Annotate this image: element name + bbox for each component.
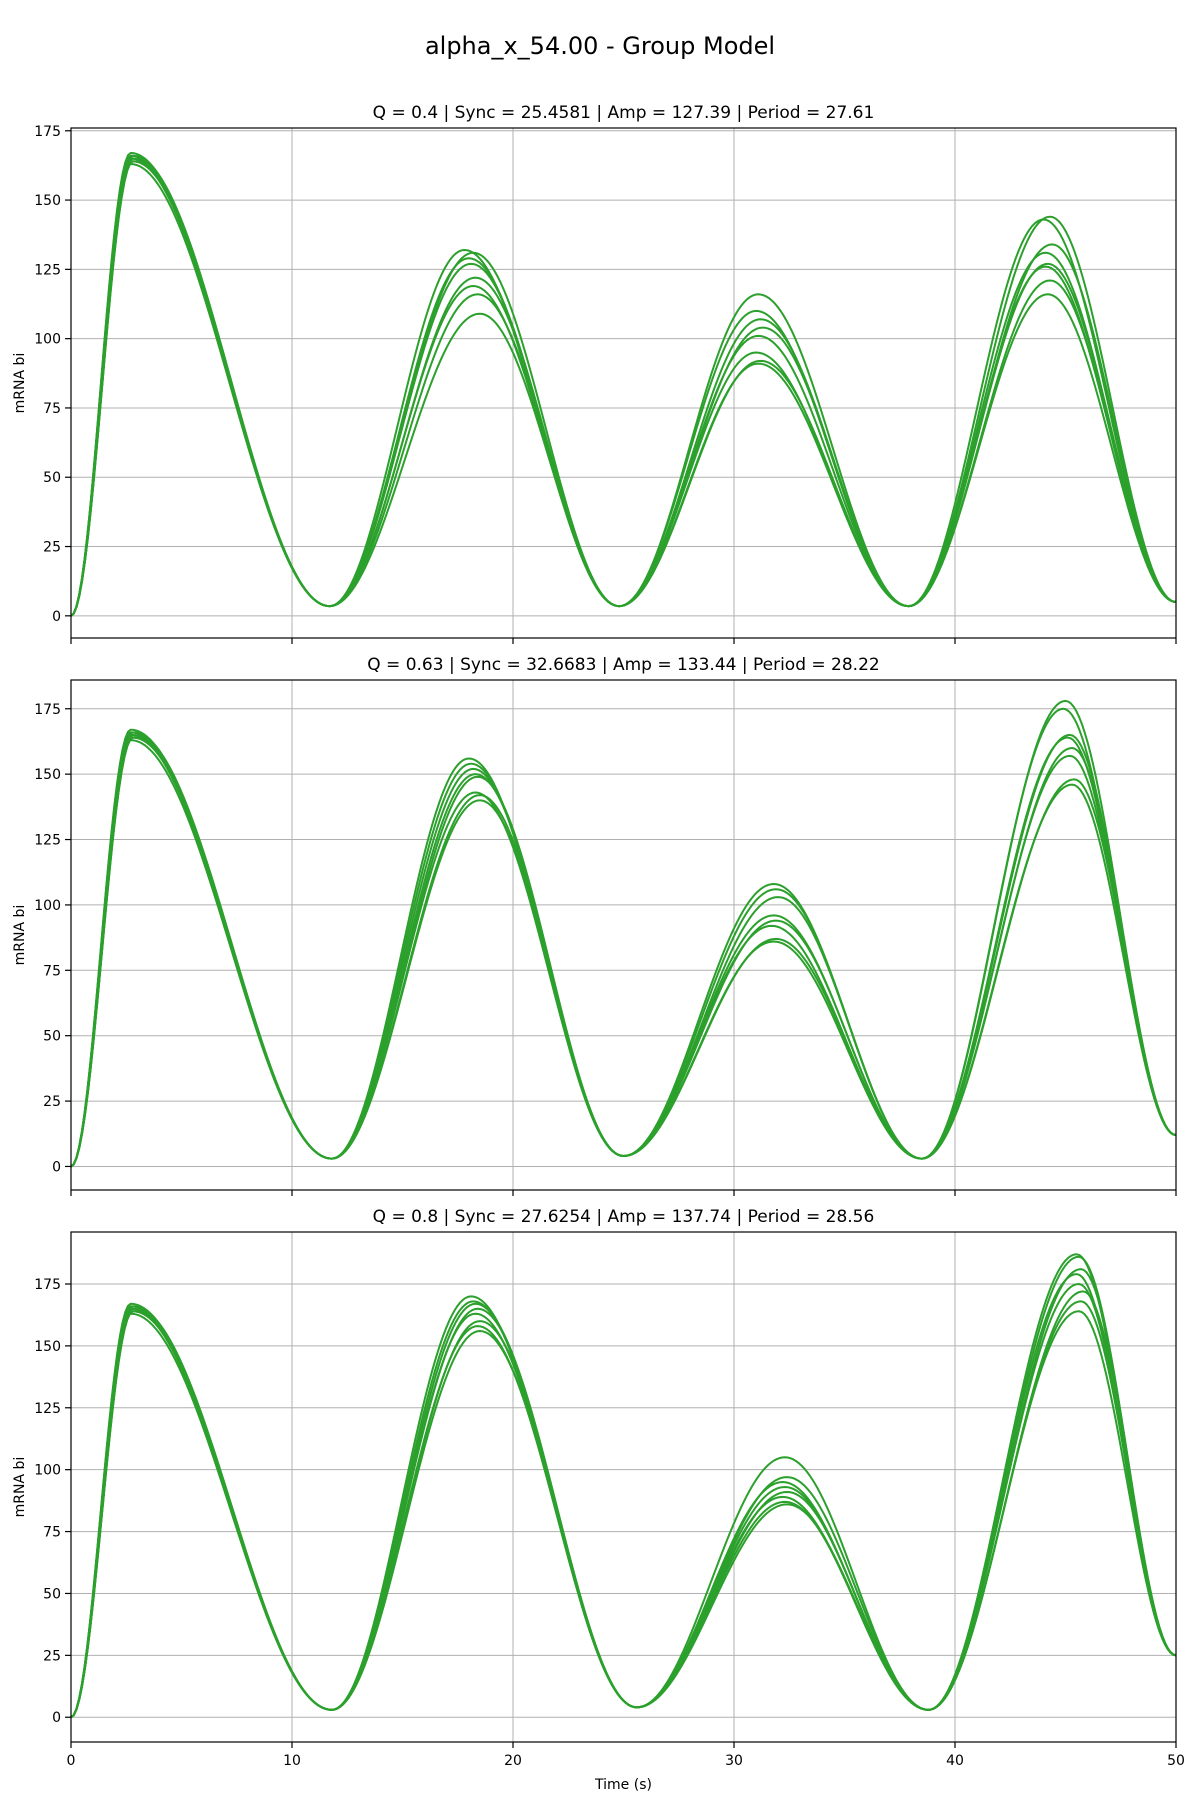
y-tick-label: 175 (34, 702, 61, 718)
y-tick-label: 150 (34, 1339, 61, 1355)
y-axis-label: mRNA bi (12, 1457, 28, 1518)
y-axis-label: mRNA bi (12, 353, 28, 414)
y-tick-label: 0 (52, 1710, 61, 1726)
series-line-5 (70, 1282, 1177, 1719)
y-tick-label: 50 (43, 470, 61, 486)
y-tick-label: 125 (34, 833, 61, 849)
series-line-3 (70, 1268, 1177, 1719)
y-tick-label: 150 (34, 193, 61, 209)
series-line-4 (70, 736, 1177, 1168)
series-line-3 (70, 733, 1177, 1168)
y-tick-label: 175 (34, 1277, 61, 1293)
x-tick-label: 30 (725, 1753, 743, 1769)
series-group (70, 151, 1177, 617)
y-axis-label: mRNA bi (12, 905, 28, 966)
series-group (70, 1253, 1177, 1719)
y-tick-label: 175 (34, 124, 61, 140)
y-tick-label: 75 (43, 401, 61, 417)
subplot-3: Q = 0.8 | Sync = 27.6254 | Amp = 137.74 … (12, 1207, 1185, 1793)
series-group (70, 699, 1177, 1168)
subplot-1: Q = 0.4 | Sync = 25.4581 | Amp = 127.39 … (12, 103, 1177, 644)
series-line-7 (70, 733, 1177, 1168)
y-tick-label: 100 (34, 332, 61, 348)
series-line-6 (70, 1290, 1177, 1719)
series-line-5 (70, 739, 1177, 1168)
series-line-7 (70, 157, 1177, 617)
y-tick-label: 50 (43, 1586, 61, 1602)
y-tick-label: 100 (34, 1463, 61, 1479)
subplot-title: Q = 0.8 | Sync = 27.6254 | Amp = 137.74 … (373, 1207, 875, 1227)
y-tick-label: 0 (52, 609, 61, 625)
series-line-8 (70, 1305, 1177, 1719)
y-tick-label: 50 (43, 1029, 61, 1045)
x-tick-label: 40 (946, 1753, 964, 1769)
series-line-4 (70, 160, 1177, 617)
y-tick-label: 125 (34, 262, 61, 278)
series-line-2 (70, 707, 1177, 1168)
series-line-8 (70, 154, 1177, 617)
figure-suptitle: alpha_x_54.00 - Group Model (425, 32, 775, 60)
y-tick-label: 150 (34, 767, 61, 783)
x-tick-label: 10 (283, 1753, 301, 1769)
x-axis-label: Time (s) (594, 1777, 652, 1793)
y-tick-label: 75 (43, 963, 61, 979)
y-tick-label: 25 (43, 1094, 61, 1110)
series-line-5 (70, 163, 1177, 617)
x-tick-label: 0 (67, 1753, 76, 1769)
y-tick-label: 25 (43, 1648, 61, 1664)
subplot-title: Q = 0.4 | Sync = 25.4581 | Amp = 127.39 … (373, 103, 875, 123)
x-tick-label: 50 (1167, 1753, 1185, 1769)
series-line-1 (70, 699, 1177, 1168)
x-tick-label: 20 (504, 1753, 522, 1769)
y-tick-label: 0 (52, 1159, 61, 1175)
y-tick-label: 75 (43, 1525, 61, 1541)
series-line-4 (70, 1273, 1177, 1719)
series-line-6 (70, 736, 1177, 1168)
plot-frame (70, 679, 1177, 1191)
series-line-3 (70, 157, 1177, 617)
series-line-8 (70, 731, 1177, 1168)
series-line-6 (70, 160, 1177, 617)
plot-frame (70, 127, 1177, 639)
subplots: Q = 0.4 | Sync = 25.4581 | Amp = 127.39 … (12, 103, 1185, 1793)
subplot-2: Q = 0.63 | Sync = 32.6683 | Amp = 133.44… (12, 655, 1177, 1196)
subplot-title: Q = 0.63 | Sync = 32.6683 | Amp = 133.44… (367, 655, 879, 675)
y-tick-label: 100 (34, 898, 61, 914)
y-tick-label: 125 (34, 1401, 61, 1417)
y-tick-label: 25 (43, 540, 61, 556)
plot-frame (70, 1231, 1177, 1743)
